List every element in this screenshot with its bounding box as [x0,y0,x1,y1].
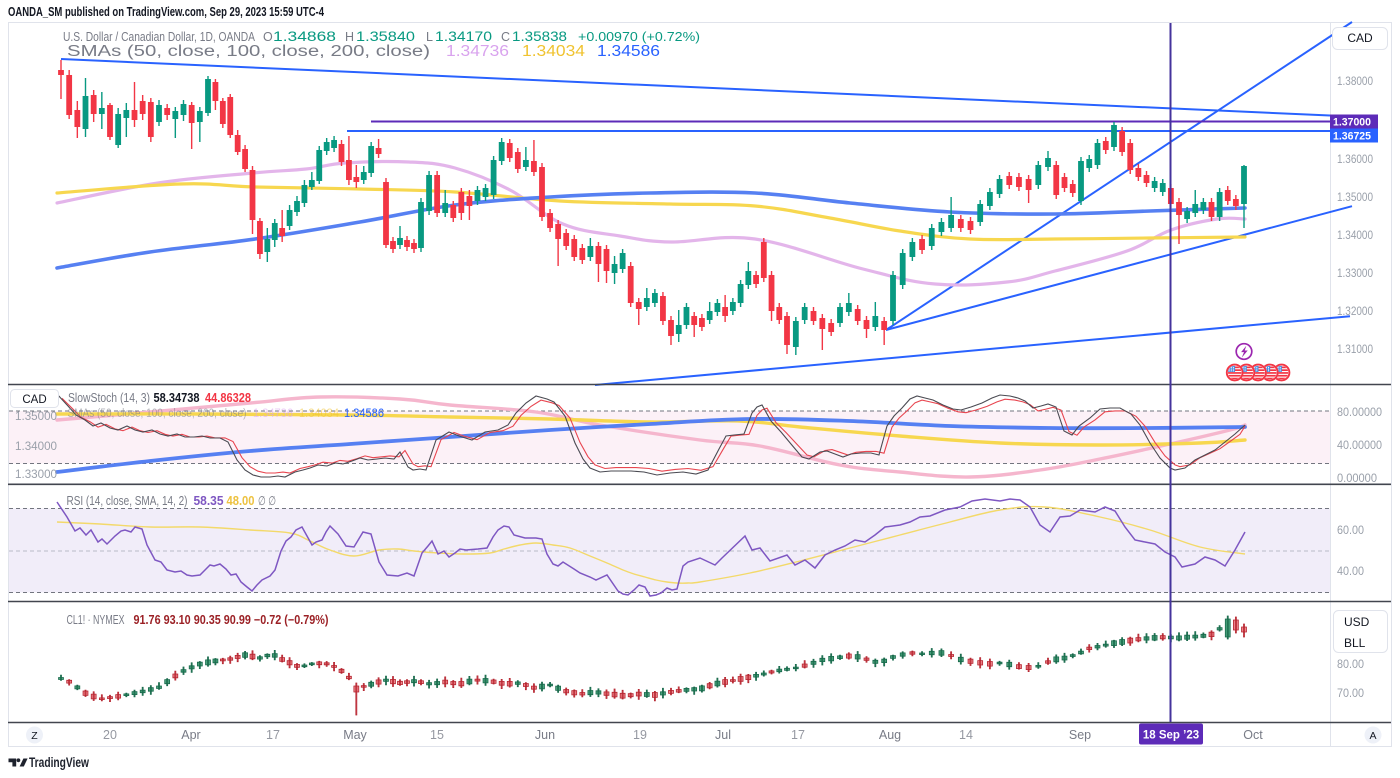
svg-text:SMAs (50, close, 100, close, 2: SMAs (50, close, 100, close, 200, close) [67,43,430,60]
svg-text:Sep: Sep [1069,728,1091,742]
svg-text:Apr: Apr [181,728,200,742]
svg-text:Oct: Oct [1243,728,1263,742]
svg-text:SlowStoch (14, 3): SlowStoch (14, 3) [68,391,150,405]
svg-text:∅ ∅: ∅ ∅ [258,494,276,508]
svg-text:CAD: CAD [22,394,46,406]
svg-text:80.00000: 80.00000 [1337,407,1382,419]
svg-text:SMAs (50, close, 100, close, 2: SMAs (50, close, 100, close, 200, close) [68,408,247,420]
svg-text:60.00: 60.00 [1337,525,1364,537]
svg-text:58.35: 58.35 [194,494,224,508]
svg-text:CAD: CAD [1347,31,1373,45]
svg-text:1.34000: 1.34000 [1337,230,1373,242]
svg-text:15: 15 [430,728,444,742]
svg-text:1.35000: 1.35000 [1337,192,1373,204]
svg-text:Jun: Jun [535,728,555,742]
svg-text:48.00: 48.00 [227,494,255,508]
svg-text:H: H [345,30,354,44]
svg-text:L: L [426,30,433,44]
svg-text:Aug: Aug [879,728,901,742]
svg-text:May: May [343,728,367,742]
svg-text:18 Sep ’23: 18 Sep ’23 [1143,730,1199,742]
svg-text:40.00000: 40.00000 [1337,440,1382,452]
svg-text:CL1! · NYMEX: CL1! · NYMEX [67,613,125,627]
svg-text:1.34034: 1.34034 [299,408,340,420]
svg-text:1.34170: 1.34170 [435,29,492,44]
svg-text:O: O [263,30,273,44]
svg-text:1.34736: 1.34736 [253,408,293,420]
svg-text:1.36000: 1.36000 [1337,154,1373,166]
svg-text:1.34586: 1.34586 [344,408,384,420]
svg-text:Z: Z [31,730,38,742]
svg-text:RSI (14, close, SMA, 14, 2): RSI (14, close, SMA, 14, 2) [67,494,188,508]
svg-text:1.34868: 1.34868 [273,29,336,44]
svg-text:1.38000: 1.38000 [1337,76,1373,88]
svg-text:70.00: 70.00 [1337,688,1364,700]
svg-text:1.36725: 1.36725 [1333,131,1371,143]
svg-text:1.37000: 1.37000 [1333,117,1371,129]
svg-text:1.35000: 1.35000 [15,411,57,423]
svg-text:A: A [1369,730,1376,742]
svg-text:40.00: 40.00 [1337,566,1364,578]
svg-text:80.00: 80.00 [1337,659,1364,671]
svg-text:Jul: Jul [715,728,731,742]
svg-text:1.32000: 1.32000 [1337,306,1373,318]
svg-text:17: 17 [266,728,280,742]
svg-text:1.34034: 1.34034 [522,43,585,60]
svg-text:44.86328: 44.86328 [205,391,251,405]
svg-text:+0.00970 (+0.72%): +0.00970 (+0.72%) [578,29,700,44]
svg-text:17: 17 [791,728,805,742]
svg-text:OANDA_SM published on TradingV: OANDA_SM published on TradingView.com, S… [8,5,324,19]
svg-text:TradingView: TradingView [29,755,89,770]
svg-text:1.34736: 1.34736 [446,43,509,60]
svg-text:C: C [501,30,510,44]
svg-text:20: 20 [103,728,117,742]
svg-text:U.S. Dollar / Canadian Dollar,: U.S. Dollar / Canadian Dollar, 1D, OANDA [63,30,256,44]
svg-text:0.00000: 0.00000 [1337,473,1377,485]
svg-text:1.34000: 1.34000 [15,441,57,453]
svg-text:58.34738: 58.34738 [154,391,200,405]
svg-text:BLL: BLL [1344,636,1366,650]
svg-text:14: 14 [959,728,973,742]
svg-text:1.35838: 1.35838 [512,29,567,44]
svg-text:1.31000: 1.31000 [1337,344,1373,356]
svg-text:91.76 93.10 90.35 90.99 −0.72: 91.76 93.10 90.35 90.99 −0.72 (−0.79%) [134,613,329,627]
svg-text:1.34586: 1.34586 [597,43,660,60]
svg-text:USD: USD [1344,615,1370,629]
svg-text:19: 19 [633,728,647,742]
svg-text:1.33000: 1.33000 [1337,268,1373,280]
svg-text:1.35840: 1.35840 [356,29,415,44]
svg-text:1.33000: 1.33000 [15,469,57,481]
